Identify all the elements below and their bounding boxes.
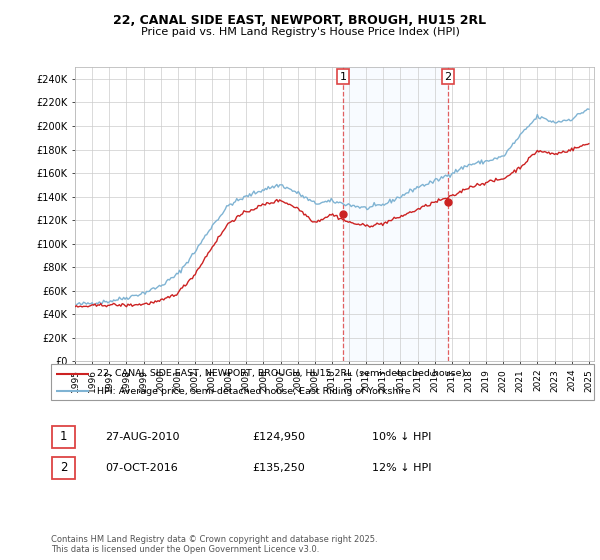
Text: 1: 1 (340, 72, 347, 82)
Text: 1: 1 (60, 430, 67, 444)
Text: 07-OCT-2016: 07-OCT-2016 (105, 463, 178, 473)
Text: 27-AUG-2010: 27-AUG-2010 (105, 432, 179, 442)
Text: 22, CANAL SIDE EAST, NEWPORT, BROUGH, HU15 2RL: 22, CANAL SIDE EAST, NEWPORT, BROUGH, HU… (113, 14, 487, 27)
Text: Contains HM Land Registry data © Crown copyright and database right 2025.
This d: Contains HM Land Registry data © Crown c… (51, 535, 377, 554)
Text: 22, CANAL SIDE EAST, NEWPORT, BROUGH, HU15 2RL (semi-detached house): 22, CANAL SIDE EAST, NEWPORT, BROUGH, HU… (97, 370, 466, 379)
Bar (343, 67, 448, 361)
Text: 10% ↓ HPI: 10% ↓ HPI (372, 432, 431, 442)
Text: £135,250: £135,250 (252, 463, 305, 473)
Text: £124,950: £124,950 (252, 432, 305, 442)
Text: 2: 2 (445, 72, 451, 82)
Text: 12% ↓ HPI: 12% ↓ HPI (372, 463, 431, 473)
Text: 2: 2 (60, 461, 67, 474)
Text: Price paid vs. HM Land Registry's House Price Index (HPI): Price paid vs. HM Land Registry's House … (140, 27, 460, 37)
Text: HPI: Average price, semi-detached house, East Riding of Yorkshire: HPI: Average price, semi-detached house,… (97, 387, 411, 396)
